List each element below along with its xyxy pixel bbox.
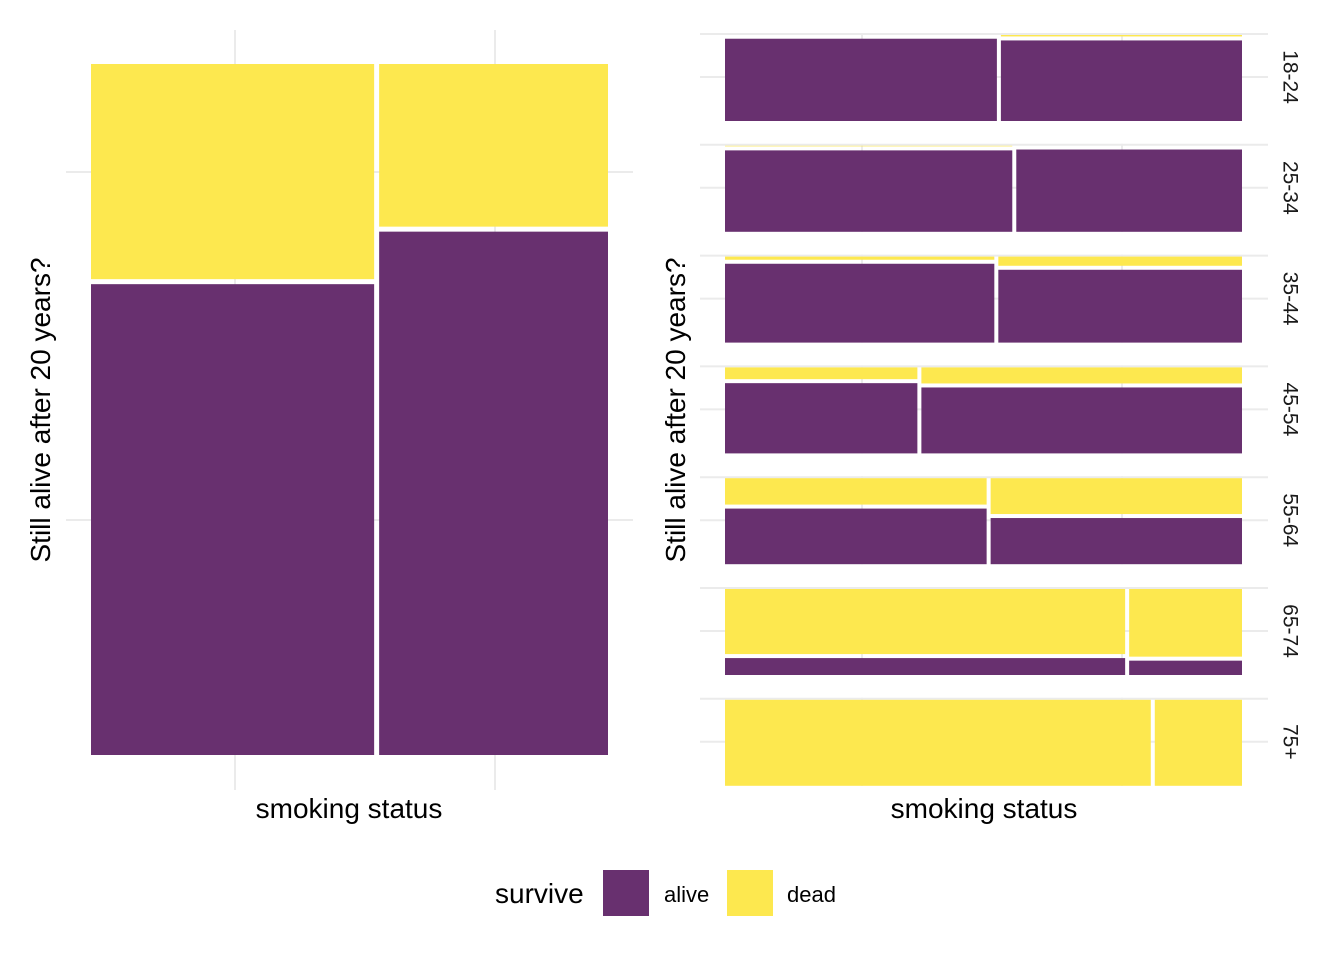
facet-75+-col2-dead-tile — [1154, 699, 1242, 786]
right-x-axis-title: smoking status — [891, 793, 1078, 824]
strip-label-25-34: 25-34 — [1279, 161, 1302, 215]
left-x-axis-title: smoking status — [256, 793, 443, 824]
facet-25-34-col2-alive-tile — [1016, 149, 1242, 232]
facet-18-24: 18-24 — [700, 33, 1302, 121]
strip-label-35-44: 35-44 — [1279, 272, 1302, 326]
strip-label-45-54: 45-54 — [1279, 383, 1302, 437]
facet-55-64-col2-dead-tile — [990, 478, 1242, 515]
legend-swatch-alive — [603, 870, 649, 916]
strip-label-65-74: 65-74 — [1279, 604, 1302, 658]
overall-col1-dead-tile — [91, 64, 375, 280]
facet-18-24-col1-alive-tile — [725, 38, 997, 121]
facet-75+-col1-dead-tile — [725, 699, 1151, 786]
strip-label-75+: 75+ — [1279, 724, 1302, 760]
facet-45-54-col1-alive-tile — [725, 383, 918, 454]
facet-65-74-col1-alive-tile — [725, 658, 1126, 675]
facet-45-54-col2-dead-tile — [921, 367, 1242, 384]
overall-col2-alive-tile — [379, 231, 608, 756]
facet-35-44: 35-44 — [700, 254, 1302, 343]
facet-45-54-col2-alive-tile — [921, 387, 1242, 454]
legend-swatch-dead — [727, 870, 773, 916]
right-y-axis-title: Still alive after 20 years? — [660, 257, 691, 562]
legend: survive alive dead — [495, 870, 836, 916]
facet-25-34: 25-34 — [700, 143, 1302, 232]
facet-35-44-col2-dead-tile — [998, 256, 1242, 266]
facet-55-64-col2-alive-tile — [990, 518, 1242, 565]
facet-45-54: 45-54 — [700, 365, 1302, 454]
facet-65-74-col2-dead-tile — [1129, 589, 1242, 657]
facet-18-24-col2-dead-tile — [1000, 35, 1242, 37]
facet-65-74: 65-74 — [700, 587, 1302, 675]
facet-55-64: 55-64 — [700, 476, 1302, 565]
legend-label-dead: dead — [787, 882, 836, 907]
strip-label-55-64: 55-64 — [1279, 493, 1302, 547]
facet-75+: 75+ — [700, 697, 1302, 786]
age-faceted-panel: 18-24 25-34 35-44 45-54 55-64 65-74 75+ — [700, 33, 1302, 786]
facet-65-74-col1-dead-tile — [725, 589, 1126, 655]
facet-65-74-col2-alive-tile — [1129, 660, 1242, 675]
facet-35-44-col1-dead-tile — [725, 256, 995, 260]
legend-label-alive: alive — [664, 882, 709, 907]
facet-35-44-col2-alive-tile — [998, 269, 1242, 343]
legend-title: survive — [495, 878, 584, 909]
overall-col2-dead-tile — [379, 64, 608, 227]
left-y-axis-title: Still alive after 20 years? — [25, 257, 56, 562]
facet-35-44-col1-alive-tile — [725, 263, 995, 343]
facet-45-54-col1-dead-tile — [725, 367, 918, 380]
facet-55-64-col1-dead-tile — [725, 478, 987, 505]
facet-25-34-col1-dead-tile — [725, 145, 1013, 147]
facet-55-64-col1-alive-tile — [725, 508, 987, 565]
overall-col1-alive-tile — [91, 284, 375, 755]
overall-panel — [66, 30, 633, 790]
facet-18-24-col2-alive-tile — [1000, 40, 1242, 121]
facet-25-34-col1-alive-tile — [725, 150, 1013, 232]
strip-label-18-24: 18-24 — [1279, 50, 1302, 104]
